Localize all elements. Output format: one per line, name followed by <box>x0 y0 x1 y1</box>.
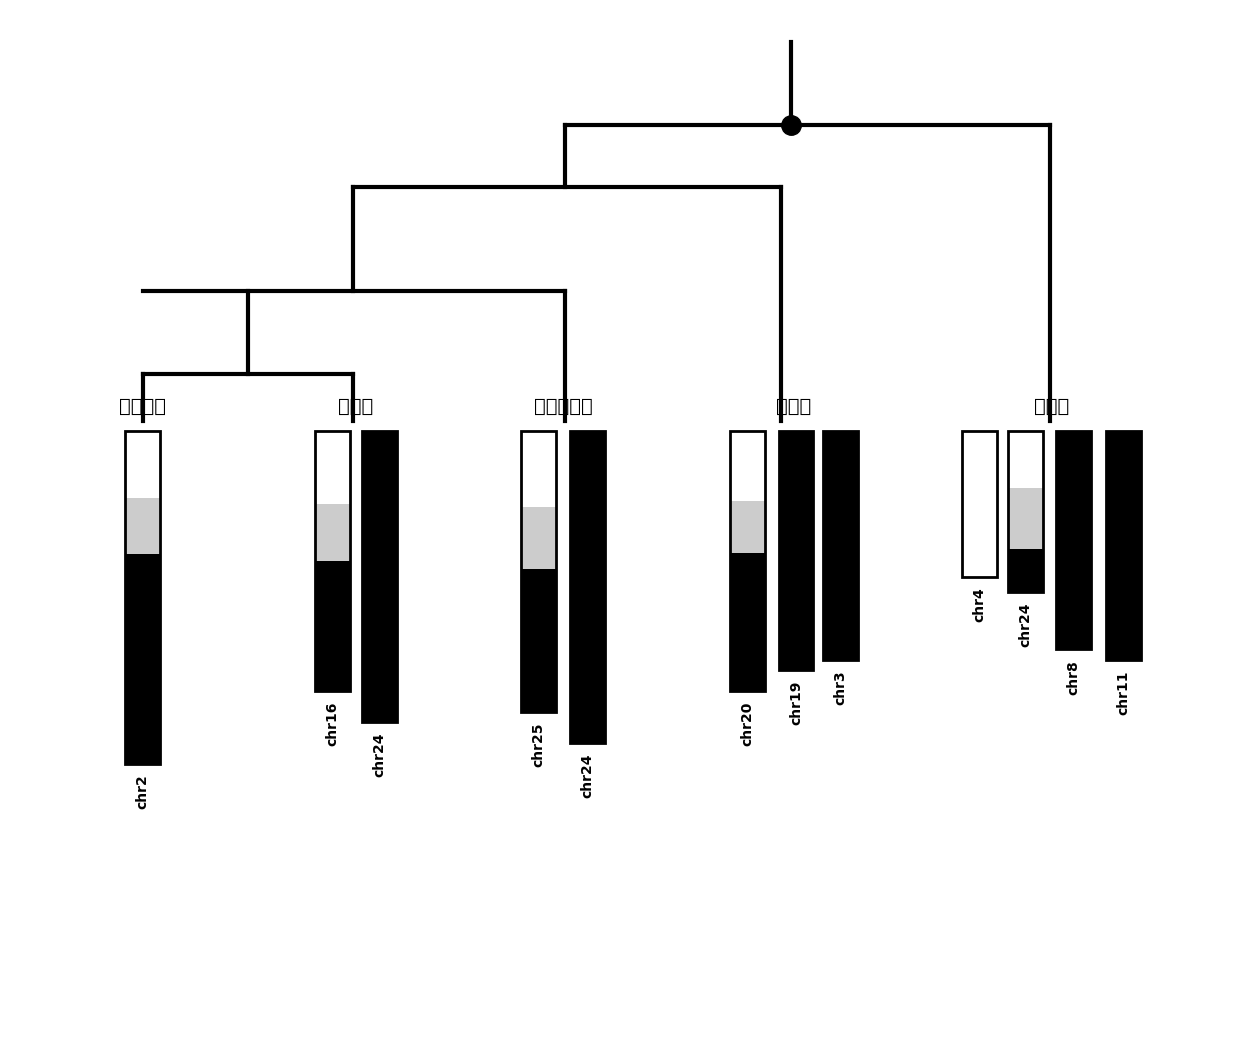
Bar <box>1008 549 1043 592</box>
Bar <box>1008 487 1043 549</box>
Text: chr24: chr24 <box>580 753 595 798</box>
Bar <box>125 431 160 764</box>
Text: chr24: chr24 <box>1018 603 1033 647</box>
Text: 斑马鱼: 斑马鱼 <box>776 397 811 416</box>
Text: chr19: chr19 <box>789 681 804 725</box>
Bar <box>730 502 765 554</box>
Text: chr11: chr11 <box>1116 670 1131 715</box>
Text: chr2: chr2 <box>135 774 150 808</box>
Bar <box>125 554 160 764</box>
Bar <box>315 431 350 691</box>
Text: 青鳉鱼: 青鳉鱼 <box>1034 397 1069 416</box>
Text: 斑点叉尾鮰: 斑点叉尾鮰 <box>533 397 593 416</box>
Bar <box>823 431 858 660</box>
Bar <box>1008 431 1043 592</box>
Bar <box>1056 431 1091 649</box>
Bar <box>125 498 160 554</box>
Text: chr16: chr16 <box>325 701 340 746</box>
Bar <box>362 431 397 722</box>
Text: chr8: chr8 <box>1066 660 1081 694</box>
Bar <box>315 561 350 691</box>
Bar <box>730 431 765 691</box>
Text: 黄颡鱼: 黄颡鱼 <box>339 397 373 416</box>
Bar <box>125 431 160 498</box>
Text: chr25: chr25 <box>531 722 546 767</box>
Bar <box>521 507 556 568</box>
Bar <box>315 431 350 504</box>
Bar <box>521 568 556 712</box>
Bar <box>730 431 765 502</box>
Text: chr3: chr3 <box>833 670 848 704</box>
Bar <box>521 431 556 712</box>
Bar <box>570 431 605 743</box>
Text: 黑斑原鲅: 黑斑原鲅 <box>119 397 166 416</box>
Bar <box>779 431 813 670</box>
Text: chr4: chr4 <box>972 587 987 621</box>
Bar <box>1008 431 1043 487</box>
Text: chr24: chr24 <box>372 732 387 777</box>
Text: chr20: chr20 <box>740 701 755 746</box>
Bar <box>521 431 556 507</box>
Bar <box>315 504 350 561</box>
Bar <box>962 431 997 577</box>
Bar <box>1106 431 1141 660</box>
Bar <box>730 554 765 691</box>
